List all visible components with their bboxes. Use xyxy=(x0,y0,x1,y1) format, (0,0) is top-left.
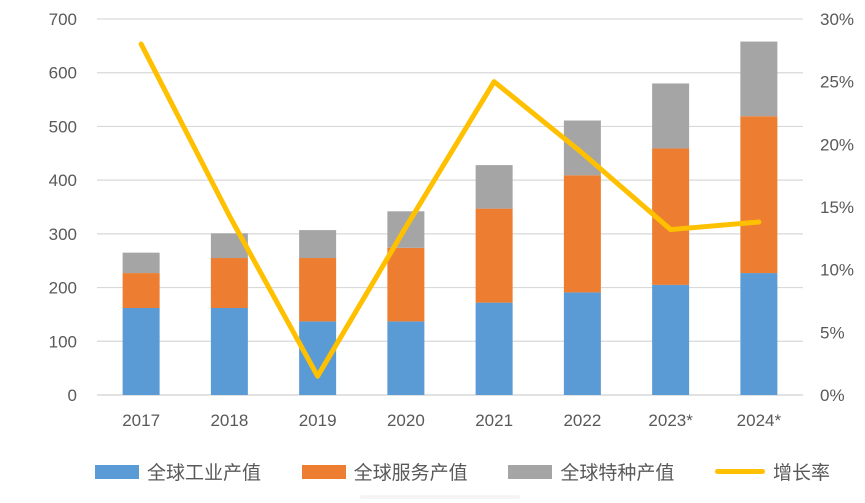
x-axis-category-label: 2023* xyxy=(648,411,693,430)
industrial-swatch-icon xyxy=(95,464,139,479)
bar-segment-special xyxy=(740,41,778,117)
special-swatch-icon xyxy=(508,464,553,479)
legend-label-growth-rate: 增长率 xyxy=(772,463,830,484)
bar-segment-industrial xyxy=(563,292,601,395)
legend-label-service: 全球服务产值 xyxy=(353,463,468,484)
left-axis-tick-label: 400 xyxy=(49,171,77,190)
legend-item-growth-rate: 增长率 xyxy=(714,458,830,485)
bar-segment-service xyxy=(387,247,425,322)
bar-segment-industrial xyxy=(210,307,248,395)
x-axis-category-label: 2020 xyxy=(387,411,425,430)
bar-segment-industrial xyxy=(387,321,425,395)
right-axis-tick-label: 30% xyxy=(820,10,854,29)
bar-segment-service xyxy=(299,258,337,322)
bar-segment-special xyxy=(652,83,690,149)
right-axis-tick-label: 25% xyxy=(820,73,854,92)
bar-segment-industrial xyxy=(122,307,160,395)
legend: 全球工业产值 全球服务产值 全球特种产值 增长率 xyxy=(95,458,830,485)
bar-segment-service xyxy=(475,208,513,303)
legend-label-special: 全球特种产值 xyxy=(560,463,675,484)
bar-segment-service xyxy=(122,273,160,308)
left-axis-tick-label: 0 xyxy=(68,386,77,405)
x-axis-category-label: 2021 xyxy=(475,411,513,430)
x-axis-category-label: 2022 xyxy=(563,411,601,430)
x-axis-category-label: 2018 xyxy=(210,411,248,430)
x-axis-category-label: 2017 xyxy=(122,411,160,430)
growth-rate-line-swatch-icon xyxy=(714,469,765,474)
bar-segment-special xyxy=(299,230,337,259)
right-axis-tick-label: 0% xyxy=(820,386,845,405)
left-axis-tick-label: 300 xyxy=(49,225,77,244)
bar-segment-service xyxy=(563,175,601,293)
right-axis-tick-label: 15% xyxy=(820,198,854,217)
x-axis-category-label: 2024* xyxy=(737,411,782,430)
legend-item-service: 全球服务产值 xyxy=(301,458,468,485)
right-axis-tick-label: 10% xyxy=(820,261,854,280)
growth-rate-line xyxy=(138,41,762,379)
legend-label-industrial: 全球工业产值 xyxy=(147,463,262,484)
left-axis-tick-label: 600 xyxy=(49,64,77,83)
legend-item-industrial: 全球工业产值 xyxy=(95,458,261,485)
right-axis-tick-label: 20% xyxy=(820,135,854,154)
x-axis-category-label: 2019 xyxy=(299,411,337,430)
bar-segment-industrial xyxy=(652,284,690,395)
left-axis-tick-label: 700 xyxy=(49,10,77,29)
bar-segment-industrial xyxy=(740,273,778,395)
bar-segment-service xyxy=(740,116,778,274)
left-axis-tick-label: 100 xyxy=(49,332,77,351)
bar-segment-service xyxy=(210,258,248,308)
cutoff-element-bottom-edge xyxy=(360,495,520,499)
left-axis-tick-label: 200 xyxy=(49,279,77,298)
bar-segment-industrial xyxy=(475,302,513,395)
service-swatch-icon xyxy=(301,464,346,479)
legend-item-special: 全球特种产值 xyxy=(508,458,674,485)
left-axis-tick-label: 500 xyxy=(49,117,77,136)
right-axis-tick-label: 5% xyxy=(820,323,845,342)
bar-segment-special xyxy=(475,165,513,209)
bar-segment-special xyxy=(122,252,160,274)
